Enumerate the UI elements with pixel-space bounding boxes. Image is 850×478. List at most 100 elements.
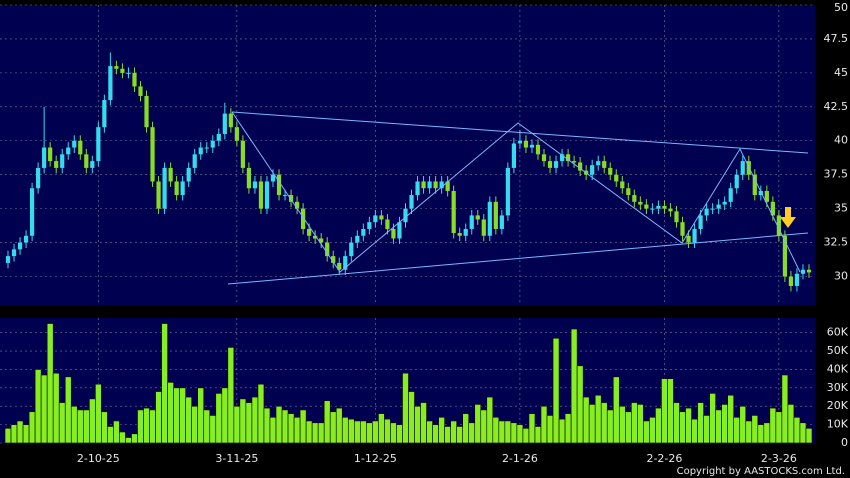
- volume-bar: [516, 424, 524, 444]
- candle-body: [680, 222, 685, 236]
- candle-body: [313, 235, 318, 239]
- volume-bar: [721, 404, 728, 444]
- volume-bar: [787, 404, 795, 444]
- candle-body: [234, 127, 239, 141]
- candle-body: [529, 144, 535, 148]
- volume-bar: [703, 415, 710, 444]
- candle-body: [331, 256, 336, 263]
- y-tick-label: 37.5: [824, 168, 849, 181]
- candle-body: [5, 256, 11, 263]
- candle-body: [475, 215, 480, 220]
- resistance-line: [231, 111, 809, 154]
- candle-body: [240, 140, 245, 168]
- volume-bar: [486, 396, 494, 444]
- volume-bar: [125, 437, 132, 444]
- volume-bar: [781, 374, 789, 444]
- volume-bar: [137, 409, 144, 444]
- volume-bar: [209, 415, 217, 444]
- candle-body: [734, 174, 739, 189]
- volume-bar: [119, 431, 126, 444]
- volume-bar: [528, 413, 536, 444]
- candle-body: [325, 242, 330, 257]
- candle-body: [108, 66, 113, 101]
- volume-bar: [552, 337, 560, 444]
- y-tick-label: 45: [834, 66, 848, 79]
- volume-bar: [474, 404, 482, 444]
- candle-body: [806, 269, 812, 273]
- volume-bar: [82, 409, 90, 444]
- volume-bar: [179, 387, 186, 444]
- volume-bar: [588, 404, 596, 444]
- candle-body: [270, 174, 276, 182]
- candle-body: [252, 181, 258, 189]
- candle-body: [463, 228, 468, 236]
- candle-body: [523, 140, 529, 148]
- candle-body: [42, 147, 47, 168]
- candle-body: [457, 233, 462, 236]
- x-tick-label: 2-2-26: [646, 452, 682, 465]
- candle-body: [704, 208, 709, 216]
- candle-body: [559, 154, 565, 162]
- volume-bar: [715, 409, 722, 444]
- candle-body: [451, 190, 456, 234]
- volume-bar: [558, 418, 566, 444]
- candle-body: [481, 219, 486, 236]
- candle-body: [126, 72, 131, 74]
- candle-body: [132, 72, 137, 87]
- volume-tick-label: 30K: [827, 381, 849, 394]
- candle-body: [788, 276, 794, 286]
- volume-bar: [149, 409, 156, 444]
- volume-tick-label: 60K: [827, 326, 849, 339]
- volume-bar: [28, 411, 36, 444]
- candle-body: [764, 190, 769, 202]
- volume-bar: [643, 420, 650, 444]
- volume-bar: [739, 405, 747, 444]
- candle-body: [728, 188, 733, 202]
- volume-bar: [606, 409, 614, 444]
- candle-body: [150, 127, 155, 182]
- volume-bar: [372, 420, 379, 444]
- candle-body: [650, 208, 655, 210]
- volume-bar: [263, 407, 271, 444]
- volume-bar: [691, 418, 698, 444]
- volume-bar: [432, 424, 439, 444]
- volume-bar: [612, 376, 620, 444]
- x-tick-label: 3-11-25: [215, 452, 258, 465]
- candle-body: [710, 208, 715, 210]
- candle-body: [397, 222, 402, 239]
- volume-bar: [317, 422, 325, 444]
- volume-bar: [70, 405, 78, 444]
- y-tick-label: 47.5: [824, 32, 849, 45]
- volume-bar: [637, 404, 644, 444]
- candle-body: [60, 154, 65, 168]
- candle-body: [102, 100, 107, 128]
- candle-body: [168, 167, 173, 182]
- volume-bar: [390, 422, 397, 444]
- volume-bar: [64, 376, 72, 444]
- volume-bar: [46, 323, 54, 444]
- candle-body: [602, 161, 607, 168]
- candle-body: [770, 201, 775, 216]
- candle-body: [469, 215, 474, 229]
- volume-bar: [197, 387, 205, 444]
- volume-bar: [299, 409, 307, 444]
- candle-body: [301, 208, 306, 229]
- volume-bar: [444, 426, 451, 444]
- volume-bar: [649, 416, 656, 444]
- y-tick-label: 35: [834, 202, 848, 215]
- candle-body: [686, 235, 691, 243]
- candle-body: [572, 161, 577, 163]
- volume-bar: [546, 415, 554, 444]
- candle-body: [409, 195, 414, 209]
- volume-bar: [281, 409, 289, 444]
- volume-bar: [709, 393, 716, 444]
- candle-body: [698, 215, 703, 229]
- candle-body: [662, 205, 667, 209]
- candle-body: [421, 181, 426, 189]
- volume-bar: [414, 405, 421, 444]
- volume-bar: [522, 427, 530, 444]
- candle-body: [427, 181, 432, 189]
- candle-body: [656, 205, 661, 209]
- candle-body: [343, 256, 348, 270]
